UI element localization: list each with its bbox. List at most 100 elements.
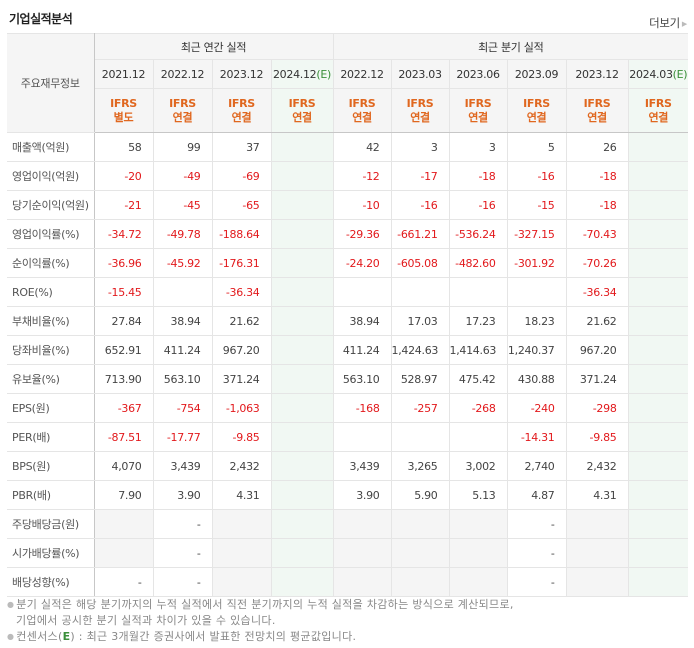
table-cell: 4.31 xyxy=(565,480,629,510)
table-cell xyxy=(270,393,334,423)
table-row: 배당성향(%) - - - xyxy=(7,567,689,597)
column-date: 2022.12 xyxy=(332,59,392,89)
ifrs-basis: IFRS 연결 xyxy=(448,88,508,133)
table-cell xyxy=(270,509,334,539)
ifrs-basis: IFRS 연결 xyxy=(270,88,334,133)
financial-table: 주요재무정보 최근 연간 실적 최근 분기 실적 2021.12 2022.12 2023… xyxy=(7,33,689,597)
basis-label: 연결 xyxy=(352,110,372,124)
table-cell: -15 xyxy=(506,190,567,220)
table-cell: -45.92 xyxy=(152,248,213,278)
table-cell xyxy=(627,422,689,452)
table-cell: 3.90 xyxy=(152,480,213,510)
row-label: 영업이익(억원) xyxy=(7,161,95,191)
table-cell xyxy=(332,277,392,307)
table-cell: -15.45 xyxy=(93,277,154,307)
row-label: 배당성향(%) xyxy=(7,567,95,597)
basis-label: 별도 xyxy=(113,110,134,124)
table-cell xyxy=(390,567,450,597)
table-row: 당기순이익(억원) -21 -45 -65 -10 -16 -16 -15 -18 xyxy=(7,190,689,220)
row-label: 부채비율(%) xyxy=(7,306,95,336)
basis-label: 연결 xyxy=(468,110,488,124)
table-cell xyxy=(270,364,334,394)
table-cell xyxy=(627,190,689,220)
table-cell: -536.24 xyxy=(448,219,508,249)
basis-label: 연결 xyxy=(587,110,607,124)
table-cell xyxy=(627,567,689,597)
table-cell xyxy=(270,161,334,191)
basis-label: 연결 xyxy=(292,110,312,124)
table-cell: -69 xyxy=(211,161,272,191)
table-cell xyxy=(448,422,508,452)
table-row: 순이익률(%) -36.96 -45.92 -176.31 -24.20 -605.08-… xyxy=(7,248,689,278)
row-label: 매출액(억원) xyxy=(7,132,95,162)
table-row: 주당배당금(원) - - xyxy=(7,509,689,539)
row-label: ROE(%) xyxy=(7,277,95,307)
table-cell xyxy=(627,132,689,162)
column-date: 2023.12 xyxy=(565,59,629,89)
estimate-mark: (E) xyxy=(316,67,332,81)
table-cell xyxy=(506,277,567,307)
basis-label: 연결 xyxy=(172,110,193,124)
table-cell: 411.24 xyxy=(332,335,392,365)
ifrs-basis: IFRS 연결 xyxy=(390,88,450,133)
ifrs-basis: IFRS 연결 xyxy=(211,88,272,133)
table-cell: 17.23 xyxy=(448,306,508,336)
table-cell: 5 xyxy=(506,132,567,162)
table-cell: 371.24 xyxy=(211,364,272,394)
table-cell: -176.31 xyxy=(211,248,272,278)
date-text: 2023.09 xyxy=(514,67,559,81)
table-row: EPS(원) -367 -754 -1,063 -168 -257 -268 -240 -298 xyxy=(7,393,689,423)
table-cell: 4,070 xyxy=(93,451,154,481)
table-row: 당좌비율(%) 652.91 411.24 967.20 411.24 1,424.63 1… xyxy=(7,335,689,365)
table-cell: -70.43 xyxy=(565,219,629,249)
ifrs-label: IFRS xyxy=(169,96,196,110)
column-date: 2023.03 xyxy=(390,59,450,89)
table-cell xyxy=(627,364,689,394)
table-cell: -34.72 xyxy=(93,219,154,249)
table-cell: 528.97 xyxy=(390,364,450,394)
table-cell: -268 xyxy=(448,393,508,423)
more-link[interactable]: 더보기 ▶ xyxy=(649,15,687,31)
table-cell: -17 xyxy=(390,161,450,191)
table-cell: 26 xyxy=(565,132,629,162)
ifrs-basis: IFRS 별도 xyxy=(93,88,154,133)
table-cell xyxy=(627,538,689,568)
table-cell: -14.31 xyxy=(506,422,567,452)
table-cell: -87.51 xyxy=(93,422,154,452)
footnotes: ● 분기 실적은 해당 분기까지의 누적 실적에서 직전 분기까지의 누적 실적을… xyxy=(7,597,514,645)
table-cell xyxy=(270,306,334,336)
table-cell: 27.84 xyxy=(93,306,154,336)
table-cell xyxy=(390,538,450,568)
table-cell: -24.20 xyxy=(332,248,392,278)
table-cell: -36.34 xyxy=(211,277,272,307)
date-text: 2024.12 xyxy=(272,67,317,81)
basis-label: 연결 xyxy=(648,110,669,124)
ifrs-basis: IFRS 연결 xyxy=(152,88,213,133)
table-cell: -10 xyxy=(332,190,392,220)
table-row: 부채비율(%) 27.84 38.94 21.62 38.94 17.03 17.23 18.… xyxy=(7,306,689,336)
table-cell: 3,439 xyxy=(332,451,392,481)
table-cell: -327.15 xyxy=(506,219,567,249)
table-cell: -20 xyxy=(93,161,154,191)
ifrs-basis: IFRS 연결 xyxy=(627,88,689,133)
bullet-icon: ● xyxy=(7,600,15,609)
table-cell: 4.31 xyxy=(211,480,272,510)
table-cell: - xyxy=(152,538,213,568)
table-cell: - xyxy=(506,538,567,568)
table-cell: 1,240.37 xyxy=(506,335,567,365)
table-cell: - xyxy=(152,567,213,597)
table-cell: -168 xyxy=(332,393,392,423)
column-date: 2024.03(E) xyxy=(627,59,689,89)
table-row: PBR(배) 7.90 3.90 4.31 3.90 5.90 5.13 4.87 4.31 xyxy=(7,480,689,510)
table-cell: 37 xyxy=(211,132,272,162)
table-cell: -70.26 xyxy=(565,248,629,278)
table-cell xyxy=(627,161,689,191)
table-cell xyxy=(93,509,154,539)
table-cell: -16 xyxy=(448,190,508,220)
table-row: 매출액(억원) 58 99 37 42 3 3 5 26 xyxy=(7,132,689,162)
group-header: 최근 분기 실적 xyxy=(332,33,689,60)
table-cell xyxy=(332,538,392,568)
ifrs-basis: IFRS 연결 xyxy=(506,88,567,133)
table-cell: -1,063 xyxy=(211,393,272,423)
ifrs-label: IFRS xyxy=(464,96,492,110)
